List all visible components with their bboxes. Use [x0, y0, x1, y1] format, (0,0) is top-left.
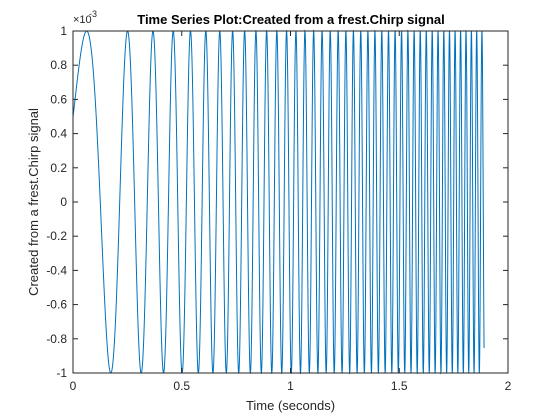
- chirp-series-line: [72, 29, 485, 375]
- y-exponent-base: ×10: [73, 14, 92, 26]
- x-tick-label: 1: [287, 379, 294, 393]
- y-tick-label: 0.8: [50, 58, 67, 72]
- y-tick-label: 0.2: [50, 161, 67, 175]
- chart-title: Time Series Plot:Created from a frest.Ch…: [137, 12, 445, 27]
- y-tick-label: 0.6: [50, 92, 67, 106]
- y-tick-label: -0.8: [46, 332, 67, 346]
- y-tick-label: -0.2: [46, 229, 67, 243]
- y-tick-label: -1: [56, 366, 67, 380]
- series-layer: [72, 29, 485, 375]
- x-tick-label: 0.5: [173, 379, 190, 393]
- x-axis-label: Time (seconds): [246, 398, 335, 413]
- x-tick-label: 0: [70, 379, 77, 393]
- y-axis: -1 -0.8 -0.6 -0.4 -0.2 0 0.2 0.4 0.6 0.8 1: [46, 24, 508, 380]
- y-axis-label: Created from a frest.Chirp signal: [26, 108, 41, 296]
- x-tick-label: 2: [505, 379, 512, 393]
- y-tick-label: 0: [60, 195, 67, 209]
- y-tick-label: -0.4: [46, 263, 67, 277]
- y-tick-label: -0.6: [46, 298, 67, 312]
- y-tick-label: 1: [60, 24, 67, 38]
- y-exponent-power: -3: [89, 9, 97, 19]
- x-axis: 0 0.5 1 1.5 2: [70, 31, 512, 393]
- x-tick-label: 1.5: [391, 379, 408, 393]
- y-tick-label: 0.4: [50, 127, 67, 141]
